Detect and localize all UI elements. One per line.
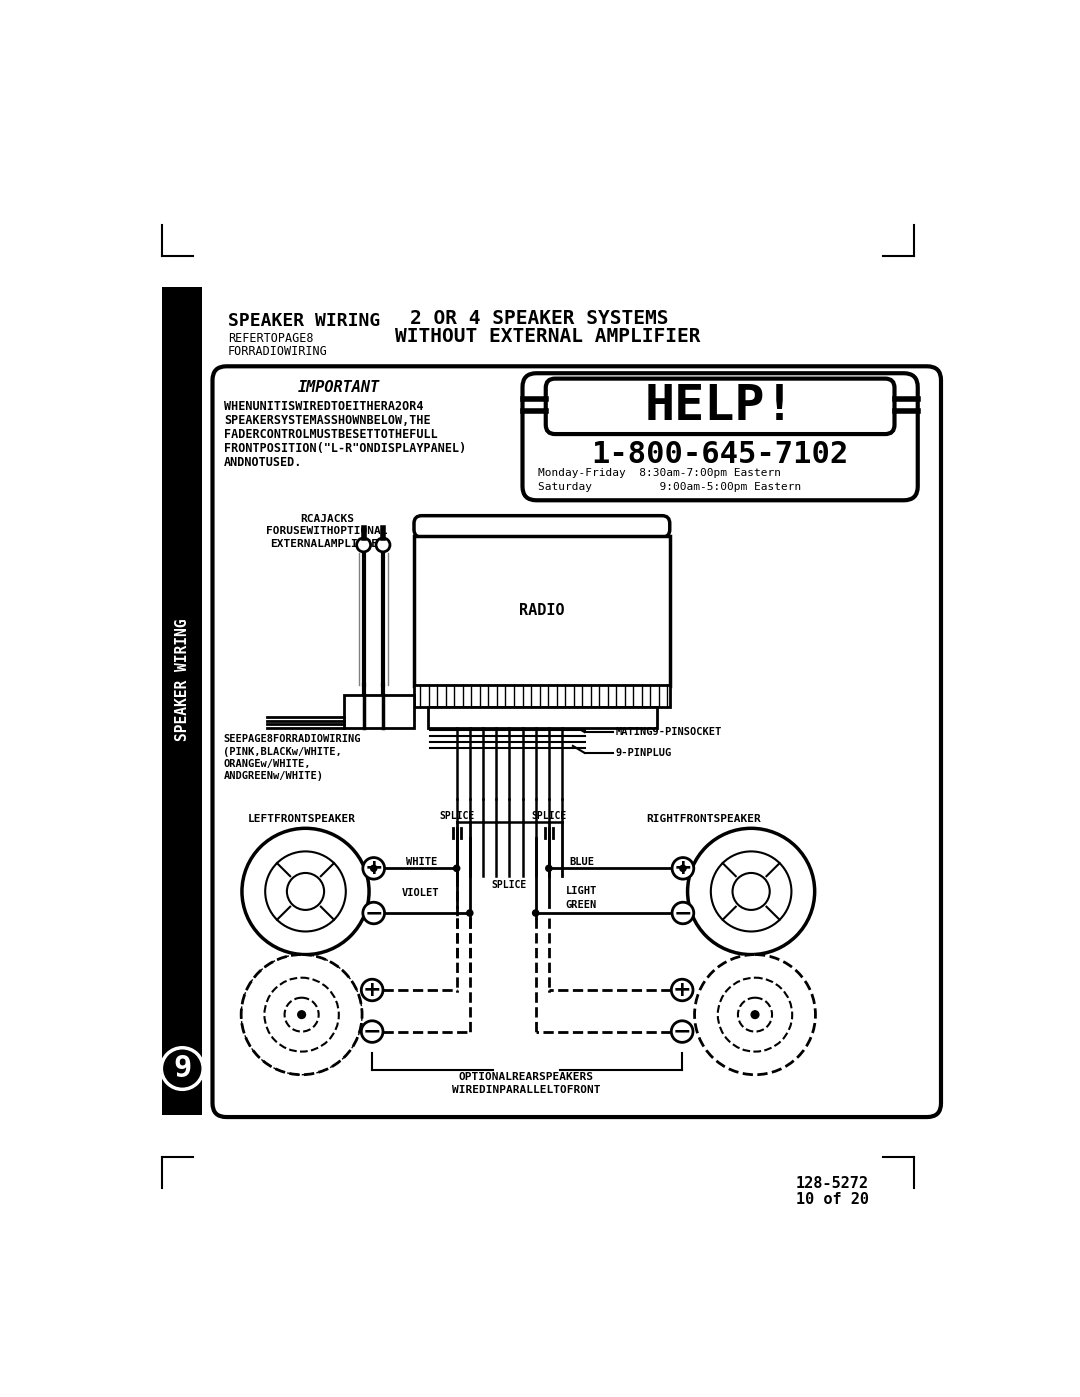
Bar [414, 535, 670, 686]
Text: 10 of 20: 10 of 20 [796, 1192, 869, 1207]
Text: FORUSEWITHOPTIONAL: FORUSEWITHOPTIONAL [267, 527, 388, 536]
Circle shape [161, 1048, 203, 1090]
Circle shape [672, 902, 693, 923]
Text: WHITE: WHITE [406, 858, 437, 868]
Text: WHENUNITISWIREDTOEITHERA2OR4: WHENUNITISWIREDTOEITHERA2OR4 [225, 400, 423, 414]
Circle shape [751, 1011, 759, 1018]
Circle shape [298, 1011, 306, 1018]
Circle shape [376, 538, 390, 552]
Text: IMPORTANT: IMPORTANT [298, 380, 380, 395]
Text: −: − [674, 902, 692, 923]
Bar [162, 286, 202, 1115]
Text: SEEPAGE8FORRADIOWIRING: SEEPAGE8FORRADIOWIRING [224, 733, 361, 743]
Text: +: + [363, 981, 381, 1000]
Text: ANDGREENw/WHITE): ANDGREENw/WHITE) [224, 771, 323, 781]
Text: SPEAKERSYSTEMASSHOWNBELOW,THE: SPEAKERSYSTEMASSHOWNBELOW,THE [225, 414, 431, 427]
Text: 9-PINPLUG: 9-PINPLUG [616, 749, 672, 759]
FancyBboxPatch shape [213, 366, 941, 1118]
Circle shape [454, 865, 460, 872]
Circle shape [362, 979, 383, 1000]
Circle shape [732, 873, 770, 909]
Circle shape [265, 978, 339, 1052]
Text: WIREDINPARALLELTOFRONT: WIREDINPARALLELTOFRONT [453, 1085, 600, 1095]
Circle shape [287, 873, 324, 909]
Text: +: + [673, 981, 691, 1000]
Text: Monday-Friday  8:30am-7:00pm Eastern: Monday-Friday 8:30am-7:00pm Eastern [538, 468, 781, 478]
Bar [428, 707, 657, 728]
Text: VIOLET: VIOLET [402, 888, 438, 898]
Text: SPLICE: SPLICE [491, 880, 527, 890]
Circle shape [545, 865, 552, 872]
Circle shape [356, 538, 370, 552]
Text: OPTIONALREARSPEAKERS: OPTIONALREARSPEAKERS [459, 1073, 594, 1083]
Circle shape [362, 1021, 383, 1042]
Text: 2 OR 4 SPEAKER SYSTEMS: 2 OR 4 SPEAKER SYSTEMS [410, 309, 669, 327]
Bar [414, 685, 670, 707]
Circle shape [688, 828, 814, 954]
FancyBboxPatch shape [545, 379, 894, 434]
Circle shape [672, 1021, 693, 1042]
Circle shape [241, 954, 362, 1074]
Text: Saturday          9:00am-5:00pm Eastern: Saturday 9:00am-5:00pm Eastern [538, 482, 801, 492]
Text: SPEAKER WIRING: SPEAKER WIRING [228, 313, 380, 331]
Text: FADERCONTROLMUSTBESETTOTHEFULL: FADERCONTROLMUSTBESETTOTHEFULL [225, 427, 437, 441]
Circle shape [284, 997, 319, 1031]
Text: SPLICE: SPLICE [531, 810, 567, 820]
Text: FORRADIOWIRING: FORRADIOWIRING [228, 345, 327, 358]
Text: FRONTPOSITION("L-R"ONDISPLAYPANEL): FRONTPOSITION("L-R"ONDISPLAYPANEL) [225, 441, 467, 455]
FancyBboxPatch shape [523, 373, 918, 500]
Circle shape [370, 865, 377, 872]
Text: EXTERNALAMPLIFIER: EXTERNALAMPLIFIER [270, 539, 384, 549]
Text: BLUE: BLUE [569, 858, 594, 868]
Text: REFERTOPAGE8: REFERTOPAGE8 [228, 332, 313, 345]
FancyBboxPatch shape [414, 515, 670, 538]
Text: −: − [363, 1021, 381, 1042]
Text: 128-5272: 128-5272 [796, 1176, 869, 1192]
Circle shape [738, 997, 772, 1031]
Text: LIGHT: LIGHT [566, 887, 597, 897]
Circle shape [718, 978, 793, 1052]
Circle shape [672, 858, 693, 879]
Circle shape [467, 909, 473, 916]
Circle shape [694, 954, 815, 1074]
Text: ORANGEw/WHITE,: ORANGEw/WHITE, [224, 759, 311, 768]
Text: RIGHTFRONTSPEAKER: RIGHTFRONTSPEAKER [647, 814, 761, 824]
Text: SPLICE: SPLICE [438, 810, 474, 820]
Text: 9: 9 [173, 1055, 191, 1083]
Circle shape [532, 909, 539, 916]
Text: MATING9-PINSOCKET: MATING9-PINSOCKET [616, 726, 721, 736]
Circle shape [679, 865, 686, 872]
Circle shape [363, 902, 384, 923]
Text: (PINK,BLACKw/WHITE,: (PINK,BLACKw/WHITE, [224, 746, 342, 757]
Text: +: + [674, 858, 692, 879]
Text: +: + [364, 858, 383, 879]
Bar [345, 696, 414, 728]
Circle shape [363, 858, 384, 879]
Text: ANDNOTUSED.: ANDNOTUSED. [225, 455, 302, 468]
Text: −: − [673, 1021, 691, 1042]
Text: RADIO: RADIO [519, 604, 565, 617]
Circle shape [672, 979, 693, 1000]
Circle shape [266, 851, 346, 932]
Text: RCAJACKS: RCAJACKS [300, 514, 354, 524]
Circle shape [242, 828, 369, 954]
Text: −: − [364, 902, 383, 923]
Text: LEFTFRONTSPEAKER: LEFTFRONTSPEAKER [247, 814, 355, 824]
Text: WITHOUT EXTERNAL AMPLIFIER: WITHOUT EXTERNAL AMPLIFIER [394, 327, 700, 346]
Circle shape [711, 851, 792, 932]
Text: 1-800-645-7102: 1-800-645-7102 [592, 440, 849, 469]
Text: SPEAKER WIRING: SPEAKER WIRING [175, 619, 190, 740]
Text: HELP!: HELP! [645, 381, 796, 430]
Text: GREEN: GREEN [566, 900, 597, 909]
